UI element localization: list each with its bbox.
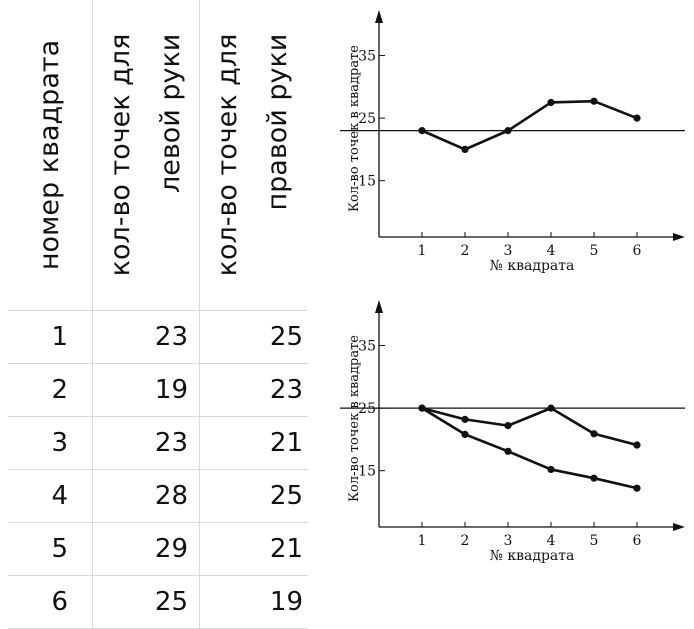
- data-point: [504, 422, 512, 430]
- x-tick-label: 4: [547, 533, 556, 549]
- data-point: [504, 447, 512, 455]
- x-axis-label: № квадрата: [490, 548, 575, 564]
- data-point: [590, 430, 598, 438]
- data-point: [461, 145, 469, 153]
- table-row: 5 29 21: [8, 522, 308, 575]
- cell-left: 28: [92, 470, 188, 522]
- header-left-hand-text: кол-во точек для левой руки: [96, 34, 196, 277]
- data-point: [590, 474, 598, 482]
- table-row: 1 23 25: [8, 310, 308, 363]
- table-body: 1 23 25 2 19 23 3 23 21 4 28 25 5 29 2 1 …: [8, 310, 308, 629]
- x-tick-label: 5: [590, 533, 599, 549]
- data-point: [461, 415, 469, 423]
- cell-square: 3: [51, 428, 68, 458]
- cell-square: 2: [51, 375, 68, 405]
- data-point: [504, 127, 512, 135]
- cell-left: 23: [92, 311, 188, 363]
- cell-square: 6: [51, 587, 68, 617]
- header-right-line1: кол-во точек для: [212, 33, 243, 277]
- cell-right: 25: [199, 311, 303, 363]
- cell-right: 19: [199, 576, 303, 628]
- series-line-1: [421, 99, 638, 151]
- x-tick-label: 1: [418, 533, 427, 549]
- data-point: [418, 127, 426, 135]
- x-tick-label: 1: [418, 243, 427, 259]
- header-square-number-text: номер квадрата: [34, 39, 65, 271]
- chart-svg-1: 15 25 35 1 2 3 4 5 6 № квадрата Кол-во точек в ква…: [339, 10, 685, 274]
- data-point: [547, 404, 555, 412]
- series-line-2: [421, 407, 638, 490]
- cell-square: 4: [51, 481, 68, 511]
- cell-square: 5: [51, 534, 68, 564]
- x-tick-label: 6: [633, 533, 642, 549]
- y-tick-label: 15: [358, 464, 376, 480]
- data-point: [590, 97, 598, 105]
- cell-square: 1: [51, 322, 68, 352]
- x-tick-label: 2: [461, 243, 470, 259]
- y-tick-label: 25: [358, 401, 376, 417]
- y-axis-label: Кол-во точек в квадрате: [347, 335, 362, 502]
- cell-right: 21: [199, 417, 303, 469]
- x-tick-label: 3: [504, 533, 513, 549]
- x-axis-arrow: [673, 233, 685, 241]
- cell-left: 25: [92, 576, 188, 628]
- cell-left: 23: [92, 417, 188, 469]
- y-tick-label: 35: [358, 339, 376, 355]
- x-tick-label: 2: [461, 533, 470, 549]
- data-table: номер квадрата кол-во точек для левой ру…: [8, 0, 308, 629]
- header-right-line2: правой руки: [262, 33, 293, 211]
- cell-left: 19: [92, 364, 188, 416]
- header-right-hand: кол-во точек для правой руки: [199, 0, 307, 310]
- header-left-line2: левой руки: [154, 33, 186, 194]
- data-point: [461, 430, 469, 438]
- data-point: [547, 465, 555, 474]
- chart-svg-2: 15 25 35 1 2 3 4 5 6 № квадрата Кол-во точек в ква…: [339, 300, 685, 564]
- y-tick-label: 35: [358, 49, 376, 65]
- data-point: [633, 114, 641, 122]
- chart-left-hand: 15 25 35 1 2 3 4 5 6 № квадрата Кол-во точек в ква…: [339, 0, 694, 300]
- x-tick-label: 3: [504, 243, 513, 259]
- data-point: [418, 404, 426, 412]
- series-line-1: [421, 406, 638, 447]
- cell-left: 29: [92, 523, 188, 575]
- cell-right: 21: [199, 523, 303, 575]
- table-row: 4 28 25: [8, 469, 308, 522]
- x-tick-label: 5: [590, 243, 599, 259]
- chart-right-hand: 15 25 35 1 2 3 4 5 6 № квадрата Кол-во точек в ква…: [339, 290, 694, 590]
- data-point: [547, 98, 555, 107]
- x-axis-arrow: [673, 523, 685, 531]
- data-point: [633, 484, 641, 492]
- y-axis-label: Кол-во точек в квадрате: [347, 45, 362, 212]
- table-row: 2 19 23: [8, 363, 308, 416]
- data-point: [633, 441, 641, 449]
- y-axis-arrow: [375, 10, 383, 23]
- x-axis-label: № квадрата: [490, 258, 575, 274]
- header-left-hand: кол-во точек для левой руки: [92, 0, 200, 310]
- cell-right: 25: [199, 470, 303, 522]
- header-square-number: номер квадрата: [8, 0, 93, 310]
- table-row: 3 23 21: [8, 416, 308, 469]
- x-tick-label: 4: [547, 243, 556, 259]
- header-left-line1: кол-во точек для: [104, 33, 136, 277]
- x-tick-label: 6: [633, 243, 642, 259]
- cell-right: 23: [199, 364, 303, 416]
- y-axis-arrow: [375, 300, 383, 313]
- y-tick-label: 15: [358, 174, 376, 190]
- header-right-hand-text: кол-во точек для правой руки: [203, 34, 303, 277]
- y-tick-label: 25: [358, 111, 376, 127]
